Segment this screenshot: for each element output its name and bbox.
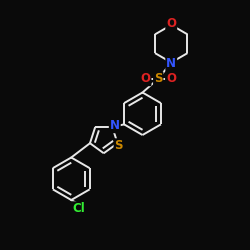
Text: O: O <box>166 17 176 30</box>
Text: O: O <box>140 72 150 85</box>
Text: S: S <box>154 72 162 85</box>
Text: Cl: Cl <box>72 202 85 215</box>
Text: N: N <box>166 57 176 70</box>
Text: N: N <box>110 119 120 132</box>
Text: S: S <box>114 139 123 152</box>
Text: O: O <box>166 72 176 85</box>
